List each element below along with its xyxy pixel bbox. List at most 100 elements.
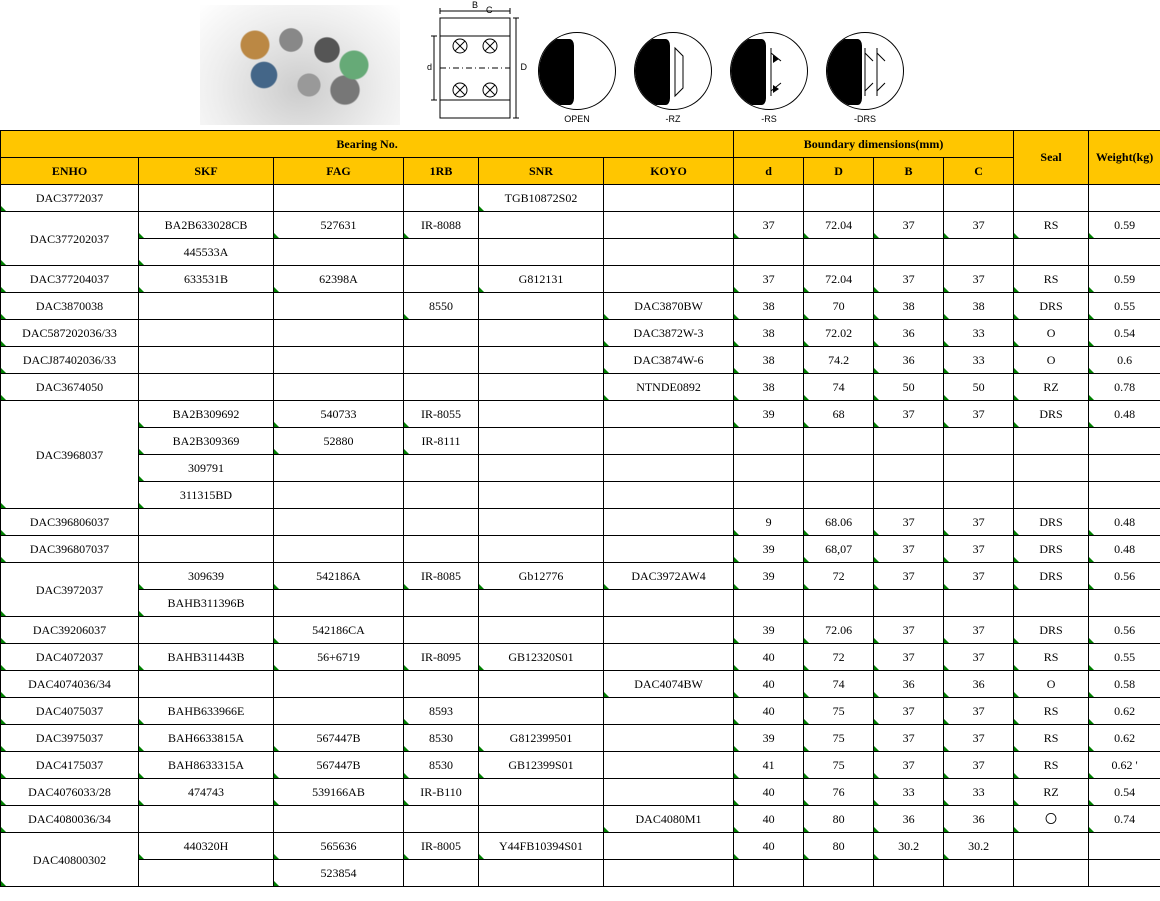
cell-D: 80 bbox=[804, 806, 874, 833]
cell-C: 33 bbox=[944, 320, 1014, 347]
cell-fag: 567447B bbox=[274, 725, 404, 752]
cell-seal: RZ bbox=[1014, 374, 1089, 401]
cell-snr bbox=[479, 698, 604, 725]
col-skf: SKF bbox=[139, 158, 274, 185]
cell-D: 80 bbox=[804, 833, 874, 860]
cell-D bbox=[804, 185, 874, 212]
cell-d: 39 bbox=[734, 563, 804, 590]
cell-B bbox=[874, 482, 944, 509]
cell-koyo: DAC3872W-3 bbox=[604, 320, 734, 347]
dim-label-C: C bbox=[486, 5, 493, 15]
cell-seal: O bbox=[1014, 671, 1089, 698]
cell-skf: 311315BD bbox=[139, 482, 274, 509]
cell-koyo: DAC4074BW bbox=[604, 671, 734, 698]
table-row: DAC377204037633531B62398AG8121313772.043… bbox=[1, 266, 1160, 293]
cell-snr: GB12399S01 bbox=[479, 752, 604, 779]
cell-D: 72.06 bbox=[804, 617, 874, 644]
cell-D: 74.2 bbox=[804, 347, 874, 374]
cell-D: 68,07 bbox=[804, 536, 874, 563]
cell-seal bbox=[1014, 590, 1089, 617]
cell-wt bbox=[1089, 590, 1160, 617]
cell-enho: DAC587202036/33 bbox=[1, 320, 139, 347]
page-root: B C d D OPEN -RZ -RS bbox=[0, 0, 1160, 887]
seal-label: OPEN bbox=[564, 114, 590, 124]
table-row: DAC3972037309639542186AIR-8085Gb12776DAC… bbox=[1, 563, 1160, 590]
cell-enho: DAC3975037 bbox=[1, 725, 139, 752]
cell-skf bbox=[139, 185, 274, 212]
cell-D: 74 bbox=[804, 374, 874, 401]
col-C: C bbox=[944, 158, 1014, 185]
cell-skf: BAH8633315A bbox=[139, 752, 274, 779]
cell-skf bbox=[139, 293, 274, 320]
cell-D: 72 bbox=[804, 563, 874, 590]
cell-koyo: NTNDE0892 bbox=[604, 374, 734, 401]
cell-wt: 0.54 bbox=[1089, 779, 1160, 806]
cell-seal: DRS bbox=[1014, 617, 1089, 644]
cell-C: 37 bbox=[944, 536, 1014, 563]
cell-skf bbox=[139, 806, 274, 833]
cell-enho: DACJ87402036/33 bbox=[1, 347, 139, 374]
cell-rb: IR-8111 bbox=[404, 428, 479, 455]
cell-koyo bbox=[604, 428, 734, 455]
table-row: DAC377202037BA2B633028CB527631IR-8088377… bbox=[1, 212, 1160, 239]
cell-wt: 0.62 ' bbox=[1089, 752, 1160, 779]
cell-seal bbox=[1014, 239, 1089, 266]
dim-label-d: d bbox=[427, 62, 432, 72]
group-header-bearing-no: Bearing No. bbox=[1, 131, 734, 158]
cell-wt: 0.48 bbox=[1089, 401, 1160, 428]
cell-skf bbox=[139, 509, 274, 536]
table-row: 311315BD bbox=[1, 482, 1160, 509]
cell-snr: G812399501 bbox=[479, 725, 604, 752]
cell-D bbox=[804, 590, 874, 617]
cell-seal bbox=[1014, 482, 1089, 509]
cell-skf: BAHB633966E bbox=[139, 698, 274, 725]
cell-koyo bbox=[604, 185, 734, 212]
cell-wt: 0.62 bbox=[1089, 725, 1160, 752]
cell-enho: DAC4080036/34 bbox=[1, 806, 139, 833]
cell-wt: 0.59 bbox=[1089, 266, 1160, 293]
dim-label-D: D bbox=[521, 62, 528, 72]
cell-C bbox=[944, 590, 1014, 617]
cell-enho: DAC4076033/28 bbox=[1, 779, 139, 806]
cell-B bbox=[874, 860, 944, 887]
cell-wt bbox=[1089, 185, 1160, 212]
table-row: DAC4075037BAHB633966E859340753737RS0.62 bbox=[1, 698, 1160, 725]
cell-rb: IR-B110 bbox=[404, 779, 479, 806]
cell-C bbox=[944, 239, 1014, 266]
cell-C: 36 bbox=[944, 671, 1014, 698]
cell-D: 70 bbox=[804, 293, 874, 320]
cell-koyo bbox=[604, 860, 734, 887]
cell-seal: RS bbox=[1014, 725, 1089, 752]
cell-B: 38 bbox=[874, 293, 944, 320]
cell-enho: DAC3772037 bbox=[1, 185, 139, 212]
table-header: Bearing No. Boundary dimensions(mm) Seal… bbox=[1, 131, 1160, 185]
cell-enho: DAC40800302 bbox=[1, 833, 139, 887]
cell-skf bbox=[139, 536, 274, 563]
cell-wt: 0.74 bbox=[1089, 806, 1160, 833]
cell-seal: O bbox=[1014, 347, 1089, 374]
cell-d bbox=[734, 185, 804, 212]
cell-fag bbox=[274, 806, 404, 833]
cell-fag: 565636 bbox=[274, 833, 404, 860]
table-row: DAC3968070373968,073737DRS0.48 bbox=[1, 536, 1160, 563]
cell-snr bbox=[479, 374, 604, 401]
cell-koyo: DAC4080M1 bbox=[604, 806, 734, 833]
cell-C: 36 bbox=[944, 806, 1014, 833]
cell-wt: 0.55 bbox=[1089, 293, 1160, 320]
cell-rb bbox=[404, 482, 479, 509]
table-row: DAC4076033/28474743539166ABIR-B110407633… bbox=[1, 779, 1160, 806]
seal-diagram-rz: -RZ bbox=[634, 32, 712, 124]
cell-fag bbox=[274, 185, 404, 212]
cell-d bbox=[734, 239, 804, 266]
cell-seal: DRS bbox=[1014, 293, 1089, 320]
cell-B: 37 bbox=[874, 509, 944, 536]
table-row: DAC587202036/33DAC3872W-33872.023633O0.5… bbox=[1, 320, 1160, 347]
cell-skf bbox=[139, 374, 274, 401]
cell-d: 39 bbox=[734, 536, 804, 563]
cell-C: 30.2 bbox=[944, 833, 1014, 860]
diagram-group: B C d D OPEN -RZ -RS bbox=[430, 6, 904, 124]
table-row: DAC3975037BAH6633815A567447B8530G8123995… bbox=[1, 725, 1160, 752]
cell-fag: 539166AB bbox=[274, 779, 404, 806]
seal-label: -RZ bbox=[666, 114, 681, 124]
cell-snr bbox=[479, 428, 604, 455]
